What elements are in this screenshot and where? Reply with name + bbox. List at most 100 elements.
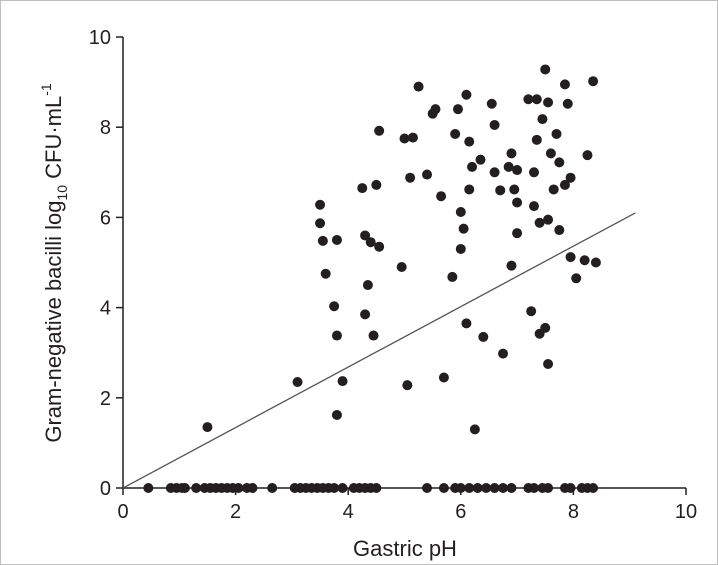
data-point	[374, 125, 385, 136]
data-point	[447, 271, 458, 282]
data-point	[202, 422, 213, 433]
data-point	[498, 483, 509, 493]
data-point	[489, 119, 500, 130]
data-point	[503, 161, 514, 172]
data-point	[486, 98, 497, 109]
data-point	[464, 136, 475, 147]
y-tick-label: 4	[100, 298, 111, 320]
data-point	[455, 206, 466, 217]
data-point	[396, 262, 407, 273]
data-point	[506, 148, 517, 159]
data-point	[551, 128, 562, 139]
data-point	[438, 372, 449, 383]
data-point	[464, 184, 475, 195]
data-point	[407, 132, 418, 143]
data-point	[537, 114, 548, 125]
y-tick-label: 0	[100, 478, 111, 500]
data-point	[371, 179, 382, 190]
data-point	[405, 172, 416, 183]
data-point	[368, 330, 379, 341]
data-point	[543, 97, 554, 108]
data-point	[461, 318, 472, 329]
data-point	[506, 260, 517, 271]
data-point	[540, 64, 551, 75]
x-tick-label: 2	[230, 501, 241, 523]
data-point	[540, 322, 551, 333]
data-point	[571, 273, 582, 284]
data-point	[543, 214, 554, 225]
data-point	[590, 257, 601, 268]
data-point	[543, 483, 554, 493]
data-point	[565, 483, 576, 493]
data-point	[317, 235, 328, 246]
data-point	[402, 380, 413, 391]
data-point	[506, 483, 517, 493]
data-point	[360, 230, 371, 241]
data-point	[455, 243, 466, 254]
data-point	[329, 301, 340, 312]
data-point	[143, 483, 154, 493]
x-tick-label: 8	[568, 501, 579, 523]
data-point	[554, 157, 565, 168]
data-point	[531, 134, 542, 145]
y-axis-title: Gram-negative bacilli log10 CFU·mL-1	[38, 83, 70, 443]
y-tick-labels: 0 2 4 6 8 10	[89, 27, 111, 500]
data-point	[315, 199, 326, 210]
data-point	[526, 306, 537, 317]
data-point	[371, 483, 382, 493]
data-point	[438, 483, 449, 493]
data-point	[464, 483, 475, 493]
data-point	[475, 154, 486, 165]
data-point	[331, 234, 342, 245]
data-point	[528, 483, 539, 493]
data-point	[478, 331, 489, 342]
data-point	[509, 184, 520, 195]
data-point	[422, 483, 433, 493]
data-point	[320, 268, 331, 279]
x-tick-labels: 0 2 4 6 8 10	[117, 501, 697, 523]
data-point	[498, 348, 509, 359]
data-point	[562, 98, 573, 109]
y-tick-label: 8	[100, 117, 111, 139]
data-point	[559, 179, 570, 190]
x-axis-title: Gastric pH	[353, 536, 457, 561]
data-point	[512, 228, 523, 239]
data-point	[357, 183, 368, 194]
y-tick-label: 10	[89, 27, 111, 49]
data-point	[467, 161, 478, 172]
data-point	[362, 280, 373, 291]
data-point	[565, 172, 576, 183]
data-point	[436, 191, 447, 202]
data-point	[337, 483, 348, 493]
x-tick-label: 10	[675, 501, 697, 523]
y-tick-label: 2	[100, 388, 111, 410]
data-point	[455, 483, 466, 493]
data-point	[528, 167, 539, 178]
x-tick-label: 4	[343, 501, 354, 523]
data-points	[143, 64, 601, 493]
data-point	[512, 165, 523, 176]
data-point	[329, 483, 340, 493]
data-point	[179, 483, 190, 493]
data-point	[528, 201, 539, 212]
data-point	[489, 167, 500, 178]
data-point	[472, 483, 483, 493]
data-point	[545, 148, 556, 159]
data-point	[458, 223, 469, 234]
data-point	[588, 483, 599, 493]
data-point	[331, 409, 342, 420]
data-point	[548, 184, 559, 195]
data-point	[489, 483, 500, 493]
data-point	[399, 133, 410, 144]
y-tick-label: 6	[100, 207, 111, 229]
data-point	[331, 330, 342, 341]
data-point	[315, 218, 326, 229]
data-point	[374, 241, 385, 252]
data-point	[267, 483, 278, 493]
data-point	[233, 483, 244, 493]
data-point	[588, 76, 599, 87]
data-point	[337, 376, 348, 387]
data-point	[481, 483, 492, 493]
